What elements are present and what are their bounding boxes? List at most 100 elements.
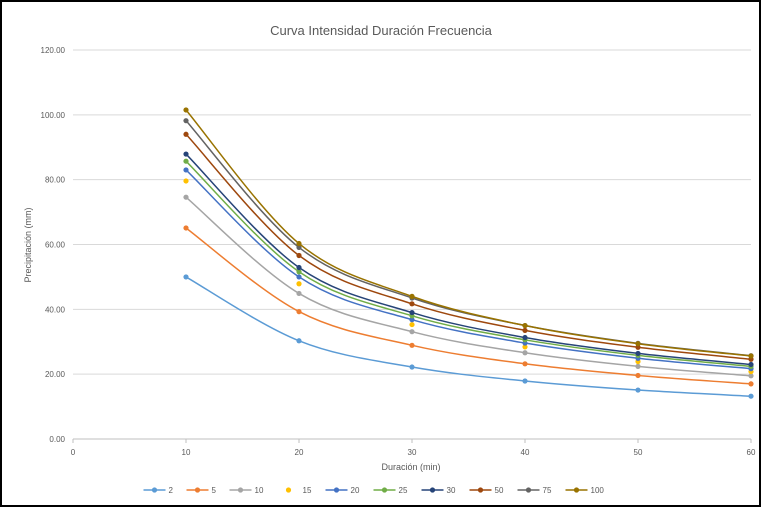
chart-title: Curva Intensidad Duración Frecuencia: [270, 23, 493, 38]
data-point: [296, 338, 302, 344]
x-tick-label: 0: [71, 448, 76, 457]
data-point: [522, 350, 528, 356]
data-point: [748, 393, 754, 399]
legend-swatch-marker: [477, 487, 484, 493]
x-tick-label: 50: [634, 448, 643, 457]
data-point: [296, 240, 302, 247]
series-25: [183, 158, 754, 369]
data-point: [183, 274, 189, 280]
series-2: [183, 274, 754, 399]
legend-label: 20: [351, 486, 360, 495]
axes: 0.00 20.00 40.00 60.00 80.00 100.00 120.00 0 10 2…: [41, 46, 756, 457]
data-point: [522, 322, 528, 329]
y-axis-title: Precipitación (mm): [23, 207, 33, 282]
legend-label: 30: [447, 486, 456, 495]
legend-item-2: 2: [143, 486, 174, 495]
y-tick-label: 0.00: [49, 435, 65, 444]
legend-swatch-marker: [151, 487, 158, 493]
data-point: [183, 167, 189, 173]
data-point: [296, 281, 302, 287]
legend-item-25: 25: [373, 486, 408, 495]
series-100: [183, 107, 754, 359]
data-point: [748, 381, 754, 387]
series-5: [183, 225, 754, 387]
y-tick-label: 100.00: [41, 111, 66, 120]
series-line-25: [185, 160, 752, 368]
legend-swatch-marker: [429, 487, 436, 493]
y-tick-label: 20.00: [45, 370, 66, 379]
data-point: [409, 321, 415, 328]
series-line-2: [185, 276, 752, 397]
data-point: [635, 341, 641, 347]
legend-swatch-marker: [381, 487, 388, 493]
series-line-20: [185, 169, 752, 370]
series-line-5: [185, 227, 752, 385]
data-point: [183, 225, 189, 231]
series-line-10: [185, 196, 752, 377]
series-15: [183, 178, 754, 375]
series-line-100: [185, 109, 752, 357]
legend-label: 25: [399, 486, 408, 495]
x-axis-title: Duración (min): [381, 462, 440, 472]
series-line-30: [185, 153, 752, 366]
data-point: [748, 373, 754, 379]
data-point: [409, 329, 415, 335]
series-lines: [183, 107, 754, 399]
legend-swatch-marker: [573, 487, 580, 493]
x-tick-label: 60: [747, 448, 756, 457]
data-point: [522, 334, 528, 341]
series-line-75: [185, 120, 752, 357]
data-point: [296, 252, 302, 259]
data-point: [522, 361, 528, 367]
data-point: [522, 327, 528, 334]
data-point: [409, 293, 415, 299]
legend-label: 5: [212, 486, 217, 495]
data-point: [183, 107, 189, 113]
legend-label: 10: [255, 486, 264, 495]
data-point: [183, 178, 189, 184]
legend-item-20: 20: [325, 486, 360, 495]
data-point: [635, 387, 641, 393]
data-point: [296, 274, 302, 280]
data-point: [296, 269, 302, 275]
data-point: [635, 350, 641, 357]
data-point: [748, 361, 754, 368]
legend-item-30: 30: [421, 486, 456, 495]
legend-label: 50: [495, 486, 504, 495]
legend-item-15: 15: [285, 486, 312, 495]
x-tick-label: 40: [521, 448, 530, 457]
y-tick-label: 80.00: [45, 176, 66, 185]
y-tick-label: 40.00: [45, 305, 66, 314]
series-20: [183, 167, 754, 372]
y-tick-label: 120.00: [41, 46, 66, 55]
data-point: [522, 344, 528, 350]
data-point: [635, 372, 641, 379]
data-point: [296, 290, 302, 297]
data-point: [183, 151, 189, 157]
legend-item-75: 75: [517, 486, 552, 495]
data-point: [183, 158, 189, 164]
legend-swatch-marker: [525, 487, 532, 493]
data-point: [522, 378, 528, 384]
data-point: [635, 344, 641, 350]
x-tick-label: 20: [295, 448, 304, 457]
legend-label: 15: [303, 486, 312, 495]
legend-label: 2: [169, 486, 174, 495]
series-line-50: [185, 133, 752, 361]
legend-swatch-marker: [285, 487, 292, 493]
series-75: [183, 118, 754, 359]
data-point: [748, 353, 754, 359]
data-point: [183, 194, 189, 200]
data-point: [635, 363, 641, 369]
legend-swatch-marker: [237, 487, 244, 493]
x-tick-label: 30: [408, 448, 417, 457]
legend-item-5: 5: [186, 486, 217, 495]
data-point: [183, 131, 189, 137]
data-point: [296, 309, 302, 315]
x-tick-label: 10: [182, 448, 191, 457]
data-point: [296, 244, 302, 251]
legend-item-50: 50: [469, 486, 504, 495]
series-30: [183, 151, 754, 368]
legend-swatch-marker: [333, 487, 340, 493]
